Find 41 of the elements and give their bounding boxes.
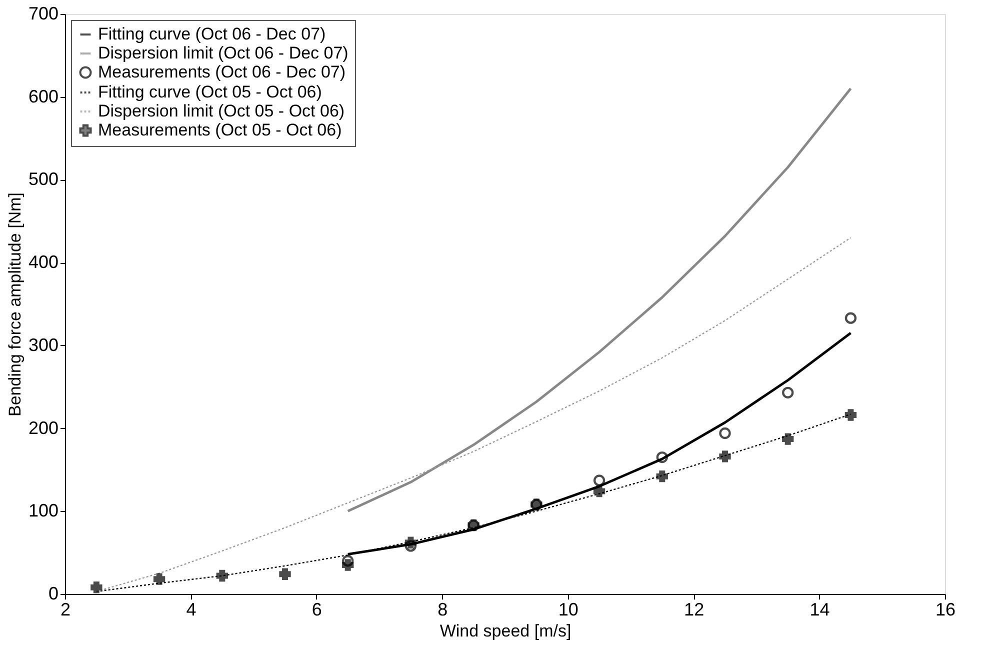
point [593,485,606,498]
y-tick-label: 400 [28,252,58,272]
x-tick-label: 16 [935,600,956,620]
point [279,568,291,580]
y-tick-label: 300 [28,334,58,355]
y-tick-label: 600 [28,86,58,106]
x-tick-label: 10 [558,600,578,620]
point [90,582,102,594]
legend-label: Dispersion limit (Oct 05 - Oct 06) [98,102,345,120]
y-tick-label: 700 [28,4,58,24]
x-tick-label: 2 [60,600,71,620]
legend-label: Measurements (Oct 05 - Oct 06) [98,120,342,140]
x-tick-label: 6 [312,600,322,620]
point [593,474,606,486]
point [844,312,857,324]
y-axis-title: Bending force amplitude [Nm] [5,192,24,416]
point [342,559,354,571]
y-tick-label: 200 [28,418,58,438]
point [153,573,166,585]
y-tick-label: 500 [28,169,58,190]
x-axis-title: Wind speed [m/s] [440,622,572,640]
legend-label: Fitting curve (Oct 06 - Dec 07) [98,24,326,44]
line-series [346,87,852,512]
point [719,450,731,462]
point [782,433,794,445]
point [719,427,731,440]
point [782,386,794,398]
legend-label: Dispersion limit (Oct 06 - Dec 07) [98,44,348,62]
x-tick-label: 14 [810,600,830,620]
point [844,409,857,421]
x-tick-label: 12 [684,600,704,620]
point [216,570,228,582]
y-tick-label: 100 [28,500,58,521]
x-tick-label: 8 [438,600,448,620]
point [656,451,668,464]
x-tick-label: 4 [186,600,196,620]
point [404,536,417,548]
point [656,470,668,482]
legend-label: Measurements (Oct 06 - Dec 07) [98,62,346,82]
legend-label: Fitting curve (Oct 05 - Oct 06) [98,82,322,102]
y-tick-label: 0 [48,584,58,604]
